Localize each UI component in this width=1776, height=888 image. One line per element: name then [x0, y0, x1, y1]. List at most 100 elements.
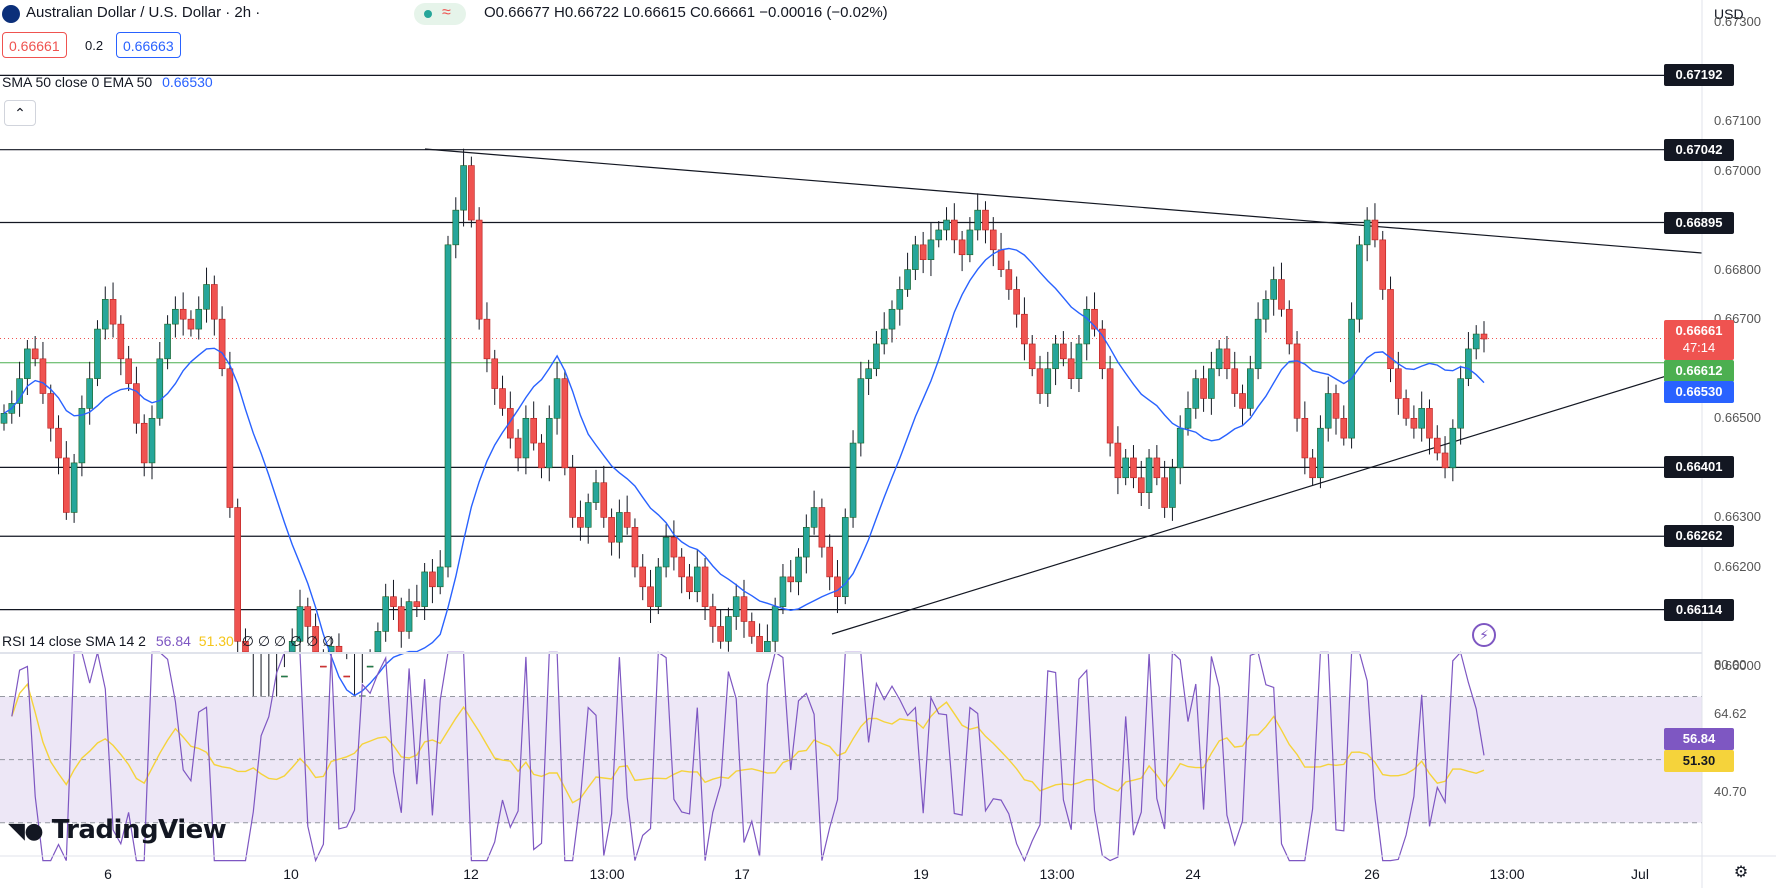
candle: [561, 378, 569, 469]
market-open-dot-icon: [424, 10, 432, 18]
lower-trendline: [831, 364, 1703, 635]
symbol-title[interactable]: Australian Dollar / U.S. Dollar · 2h ·: [26, 4, 261, 21]
candle: [725, 616, 732, 642]
candle: [818, 507, 826, 548]
settings-gear-icon[interactable]: ⚙: [1733, 864, 1749, 881]
sell-price-button[interactable]: 0.66661: [2, 32, 67, 58]
candle: [1278, 279, 1285, 310]
candle: [1176, 427, 1184, 469]
candle: [1340, 417, 1348, 439]
candle: [1122, 457, 1129, 479]
candle: [86, 378, 93, 409]
ohlc-readout: O0.66677 H0.66722 L0.66615 C0.66661 −0.0…: [484, 4, 888, 21]
candle: [1418, 408, 1425, 429]
tradingview-logo-text: TradingView: [51, 815, 227, 845]
candle: [460, 165, 467, 211]
candle: [717, 626, 724, 642]
candle: [958, 239, 966, 256]
price-tick-label: 0.66500: [1714, 410, 1761, 426]
market-status-pill[interactable]: ≈: [414, 3, 466, 25]
candle: [218, 318, 226, 370]
sma-legend[interactable]: SMA 50 close 0 EMA 50 0.66530: [2, 74, 213, 90]
candle: [865, 368, 872, 379]
tradingview-logo[interactable]: ◥● TradingView: [8, 815, 227, 845]
lightning-icon[interactable]: ⚡: [1472, 623, 1496, 647]
rsi-line: [11, 651, 1485, 863]
time-axis-label: 13:00: [589, 866, 625, 882]
candle: [172, 308, 179, 325]
candle: [94, 328, 101, 379]
candle: [616, 512, 623, 543]
time-axis-label: 13:00: [1489, 866, 1525, 882]
candle: [343, 675, 351, 678]
rsi-sma-tag: 51.30: [1664, 750, 1734, 772]
candle: [125, 358, 132, 384]
currency-selector[interactable]: USD: [1714, 6, 1744, 22]
candle: [530, 417, 537, 444]
candle: [1215, 348, 1223, 370]
candle: [943, 219, 950, 231]
candle: [678, 556, 685, 578]
candle: [756, 636, 763, 653]
candle: [912, 244, 919, 270]
candle: [16, 378, 23, 404]
candle: [1184, 408, 1192, 429]
candle: [577, 517, 584, 528]
candle: [670, 536, 678, 558]
candle: [896, 289, 904, 310]
candle: [1472, 333, 1480, 350]
candle: [281, 675, 288, 678]
candle: [1153, 457, 1161, 479]
candle: [873, 343, 880, 370]
buy-price-button[interactable]: 0.66663: [116, 32, 181, 58]
candle: [1402, 398, 1410, 419]
current-price-value: 0.66661: [1675, 323, 1723, 338]
candle: [1060, 343, 1067, 360]
candle: [421, 571, 428, 607]
candle: [974, 209, 981, 231]
candle: [1137, 477, 1145, 493]
candle: [771, 606, 779, 642]
candle: [1239, 393, 1246, 409]
collapse-legend-button[interactable]: ⌃: [4, 100, 36, 126]
level-price-tag: 0.67042: [1664, 138, 1734, 161]
candle: [117, 323, 125, 360]
candle: [1099, 328, 1106, 370]
rsi-legend[interactable]: RSI 14 close SMA 14 2 56.84 51.30 ∅ ∅ ∅ …: [2, 633, 334, 650]
price-tick-label: 0.66000: [1714, 658, 1761, 674]
price-tick-label: 0.67300: [1714, 13, 1761, 29]
candle: [1075, 343, 1083, 379]
candle: [397, 606, 405, 632]
rsi-tick-64: 64.62: [1714, 706, 1747, 721]
candle: [1028, 343, 1036, 370]
rsi-pane: [0, 651, 1702, 863]
candle: [1208, 368, 1215, 399]
candle: [499, 388, 506, 409]
candle: [1441, 452, 1449, 469]
candle: [1106, 368, 1114, 444]
candle: [390, 596, 397, 607]
candle: [148, 417, 156, 464]
candle: [187, 318, 195, 330]
candle: [1324, 393, 1332, 429]
candle: [1433, 437, 1441, 454]
candle: [1067, 358, 1075, 379]
spread-value: 0.2: [85, 38, 104, 53]
level-price-tag: 0.66262: [1664, 525, 1734, 548]
price-tick-label: 0.66800: [1714, 261, 1761, 277]
candle: [1480, 333, 1488, 340]
time-axis-label: 6: [104, 866, 112, 882]
candle: [966, 229, 974, 256]
level-price-tag: 0.66401: [1664, 456, 1734, 479]
candle: [639, 566, 647, 588]
candle: [631, 527, 639, 568]
candle: [366, 665, 374, 668]
candle: [382, 596, 389, 632]
candle: [475, 219, 483, 320]
candle: [1130, 457, 1137, 479]
candle: [1169, 467, 1176, 508]
candle: [1410, 417, 1418, 429]
candle: [748, 621, 756, 637]
candle: [1449, 427, 1457, 469]
